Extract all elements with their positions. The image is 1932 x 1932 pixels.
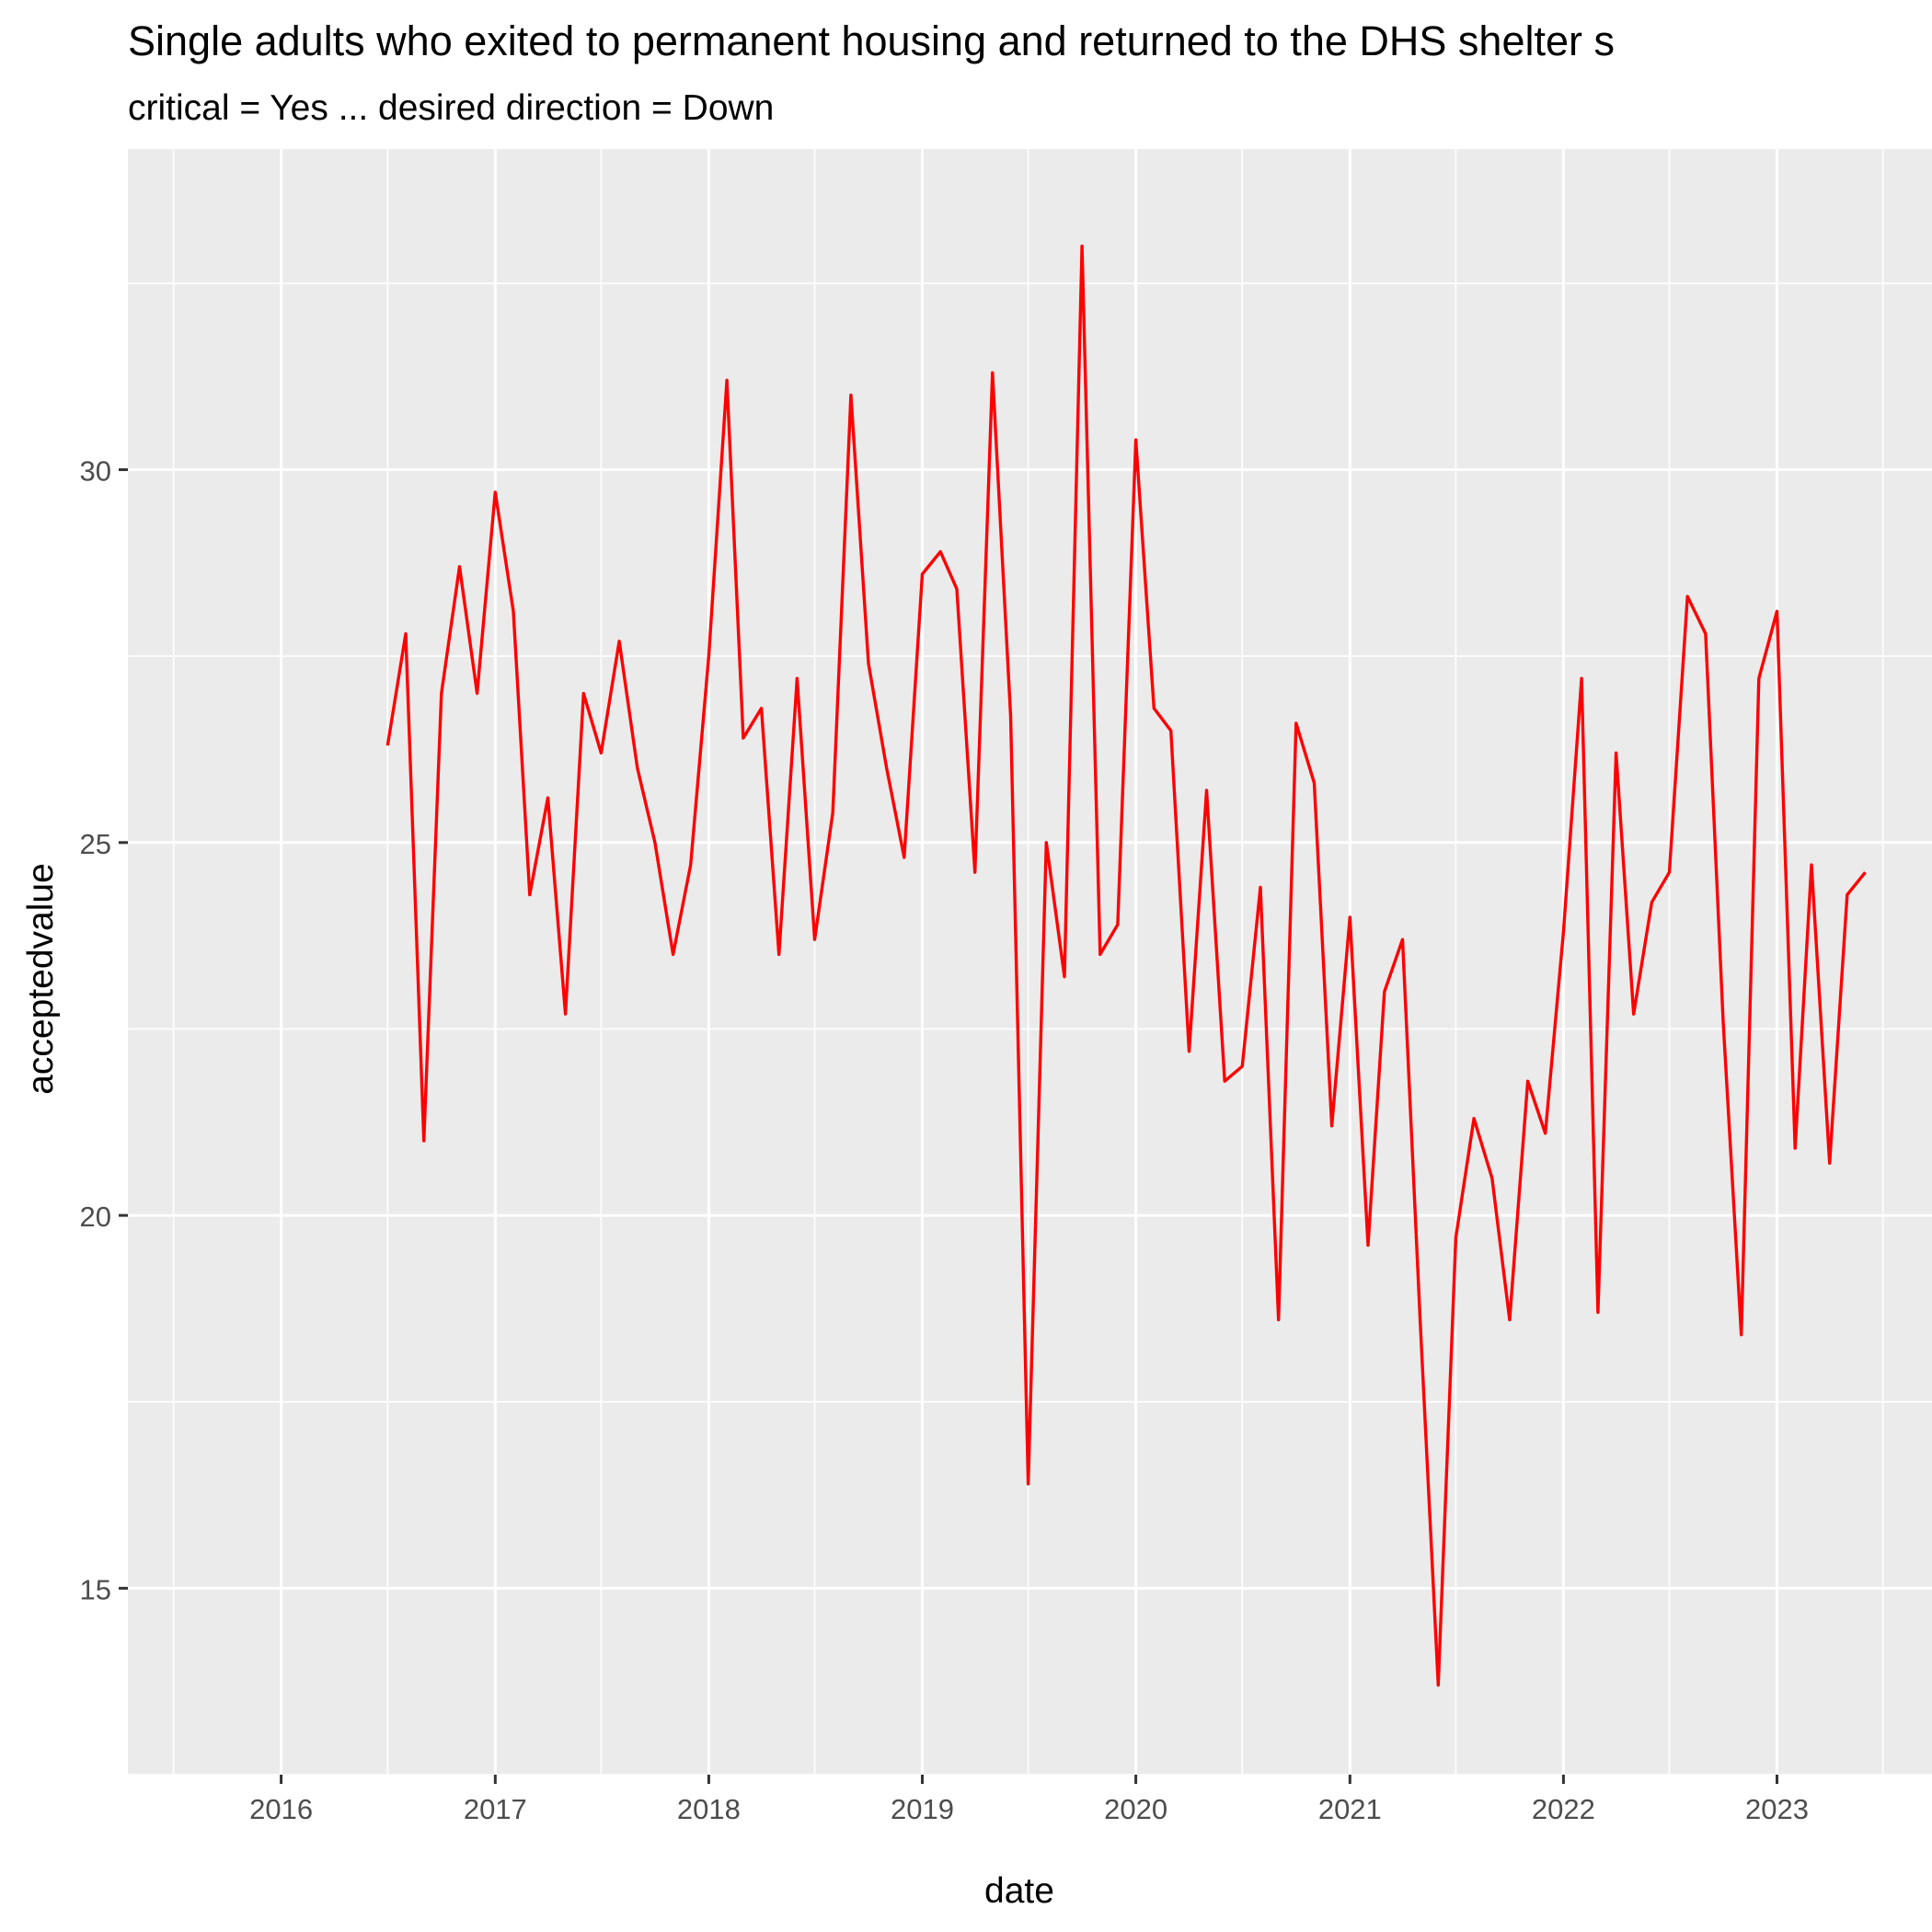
- plot-panel: [128, 149, 1932, 1775]
- major-gridlines: [128, 149, 1932, 1775]
- y-tick-label: 30: [80, 455, 111, 488]
- y-axis-title: acceptedvalue: [21, 863, 61, 1095]
- y-axis: 15 20 25 30: [80, 455, 128, 1605]
- x-tick-label: 2022: [1532, 1793, 1595, 1825]
- minor-gridlines: [128, 149, 1932, 1776]
- x-tick-label: 2018: [677, 1793, 741, 1825]
- x-tick-label: 2016: [249, 1793, 313, 1825]
- chart-title: Single adults who exited to permanent ho…: [128, 17, 1615, 64]
- chart-subtitle: critical = Yes ... desired direction = D…: [128, 88, 774, 128]
- series-layer: [385, 244, 1867, 1687]
- x-tick-label: 2021: [1318, 1793, 1382, 1825]
- x-tick-label: 2023: [1745, 1793, 1809, 1825]
- series-line: [385, 244, 1867, 1687]
- x-axis-title: date: [984, 1871, 1054, 1911]
- y-tick-label: 15: [80, 1573, 111, 1605]
- x-tick-label: 2017: [464, 1793, 527, 1825]
- y-tick-label: 25: [80, 828, 111, 860]
- y-tick-label: 20: [80, 1201, 111, 1233]
- x-tick-label: 2020: [1104, 1793, 1167, 1825]
- x-axis: 2016 2017 2018 2019 2020 2021 2022 2023: [249, 1775, 1809, 1825]
- x-tick-label: 2019: [891, 1793, 954, 1825]
